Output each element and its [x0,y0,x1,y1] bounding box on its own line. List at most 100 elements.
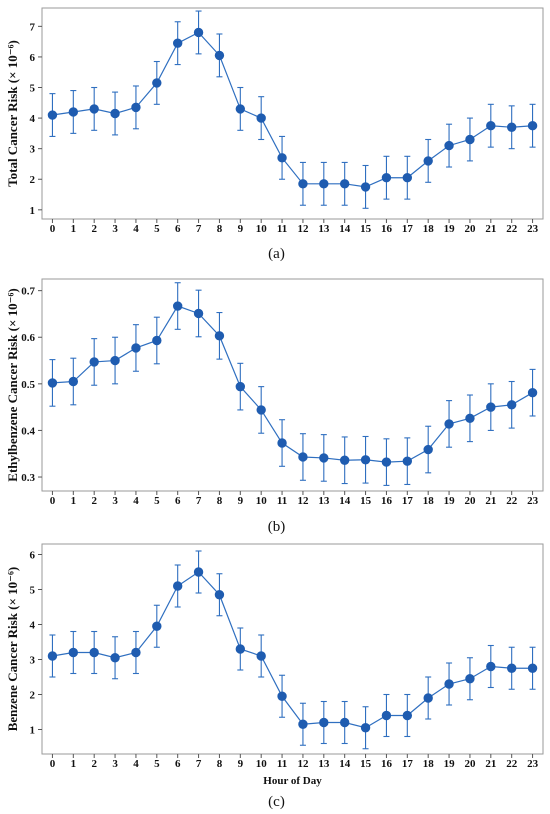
data-point [131,343,141,353]
x-tick-label: 21 [485,495,496,507]
data-point [110,355,120,366]
x-tick-label: 15 [360,495,372,507]
data-point [423,693,433,703]
data-point [527,121,538,131]
x-tick-label: 16 [381,758,393,770]
y-tick-label: 5 [30,585,36,597]
data-point [277,691,287,701]
x-tick-label: 10 [256,758,268,770]
data-point [527,663,538,673]
x-tick-label: 8 [217,758,223,770]
x-tick-label: 22 [506,223,518,235]
data-point [235,104,246,114]
y-tick-label: 3 [30,655,36,667]
data-point [193,308,204,319]
x-tick-label: 0 [50,758,56,770]
data-point [235,381,246,392]
x-tick-label: 10 [256,495,268,507]
data-point [214,590,225,600]
data-point [298,719,308,729]
x-tick-label: 17 [402,758,414,770]
data-point [319,453,329,463]
x-tick-label: 20 [464,223,476,235]
data-point [68,107,79,117]
x-tick-label: 19 [444,223,456,235]
data-point [486,661,496,672]
x-tick-label: 13 [318,758,330,770]
chart-panel-1: 0.30.40.50.60.70 1 2 3 4 5 6 7 8 9 10 11 12 13 14 15 16 1… [5,278,544,535]
x-tick-label: 22 [506,495,518,507]
x-tick-label: 23 [527,495,539,507]
data-point [47,110,58,120]
x-tick-label: 2 [91,758,97,770]
x-tick-label: 6 [175,495,181,507]
x-tick-label: 1 [71,223,77,235]
x-tick-label: 21 [485,758,496,770]
x-tick-label: 12 [297,495,309,507]
x-tick-label: 18 [423,495,435,507]
plot-area-frame [41,7,544,220]
x-tick-label: 9 [238,495,244,507]
x-tick-label: 9 [238,223,244,235]
y-tick-label: 2 [30,174,36,186]
x-tick-label: 15 [360,223,372,235]
x-tick-label: 7 [196,758,202,770]
x-tick-label: 1 [71,758,77,770]
x-tick-label: 12 [297,758,309,770]
data-point [110,108,120,119]
data-point [465,674,475,684]
y-tick-label: 0.6 [21,332,35,344]
data-point [339,455,350,465]
data-point [152,621,162,631]
y-tick-label: 0.7 [21,286,35,298]
y-tick-label: 0.3 [21,472,35,484]
x-tick-label: 5 [154,495,160,507]
y-axis-label: Total Cancer Risk (× 10⁻⁶) [5,40,20,187]
data-point [444,140,454,151]
x-tick-label: 20 [464,495,476,507]
data-point [506,663,517,673]
data-point [298,452,308,462]
data-point [131,102,141,113]
data-point [381,710,392,721]
data-point [152,78,162,88]
y-tick-label: 6 [30,52,36,64]
data-point [193,27,204,38]
data-point [298,179,308,189]
x-tick-label: 0 [50,223,56,235]
panel-label: (b) [268,519,286,535]
data-point [402,173,413,183]
data-point [360,455,371,465]
y-tick-label: 7 [30,21,36,33]
x-tick-label: 5 [154,223,160,235]
data-point [89,647,99,658]
x-tick-label: 4 [133,758,139,770]
data-point [256,651,266,661]
x-tick-label: 14 [339,223,351,235]
y-axis-label: Benzene Cancer Risk (× 10⁻⁶) [5,567,20,732]
panel-label: (a) [268,246,285,262]
data-point [172,581,183,591]
data-point [444,419,454,429]
x-tick-label: 21 [485,223,496,235]
data-point [89,104,99,114]
plot-area-frame [41,278,544,492]
x-tick-label: 19 [444,495,456,507]
x-tick-label: 4 [133,495,139,507]
x-tick-label: 19 [444,758,456,770]
x-tick-label: 2 [91,495,97,507]
x-tick-label: 9 [238,758,244,770]
x-tick-label: 14 [339,758,351,770]
y-tick-label: 0.5 [21,379,35,391]
data-point [381,457,392,467]
data-point [486,121,496,131]
data-point [465,413,475,424]
data-point [89,357,99,367]
data-point [152,335,162,346]
x-tick-label: 17 [402,495,414,507]
data-point [68,376,79,387]
data-point [319,179,329,189]
data-point [68,647,79,658]
data-point [527,387,538,398]
y-tick-label: 3 [30,144,36,156]
